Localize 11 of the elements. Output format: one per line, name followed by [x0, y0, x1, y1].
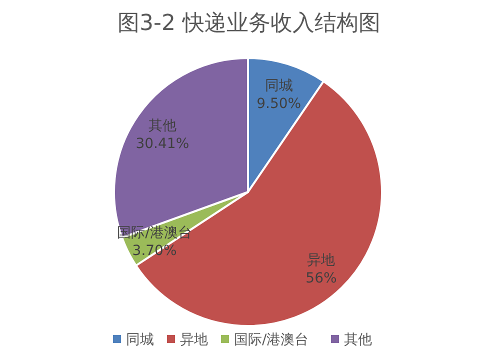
slice-label: 同城	[264, 78, 293, 94]
data-label: 30.41%	[136, 136, 190, 152]
chart-title: 图3-2 快递业务收入结构图	[118, 11, 380, 36]
legend-label: 异地	[180, 332, 208, 348]
legend-label: 其他	[344, 332, 372, 348]
data-label: 9.50%	[256, 96, 302, 112]
legend-label: 同城	[126, 332, 154, 348]
data-label: 56%	[306, 270, 337, 287]
legend-label: 国际/港澳台	[234, 332, 309, 348]
slice-label: 其他	[148, 118, 176, 134]
slice-label: 异地	[307, 252, 336, 269]
